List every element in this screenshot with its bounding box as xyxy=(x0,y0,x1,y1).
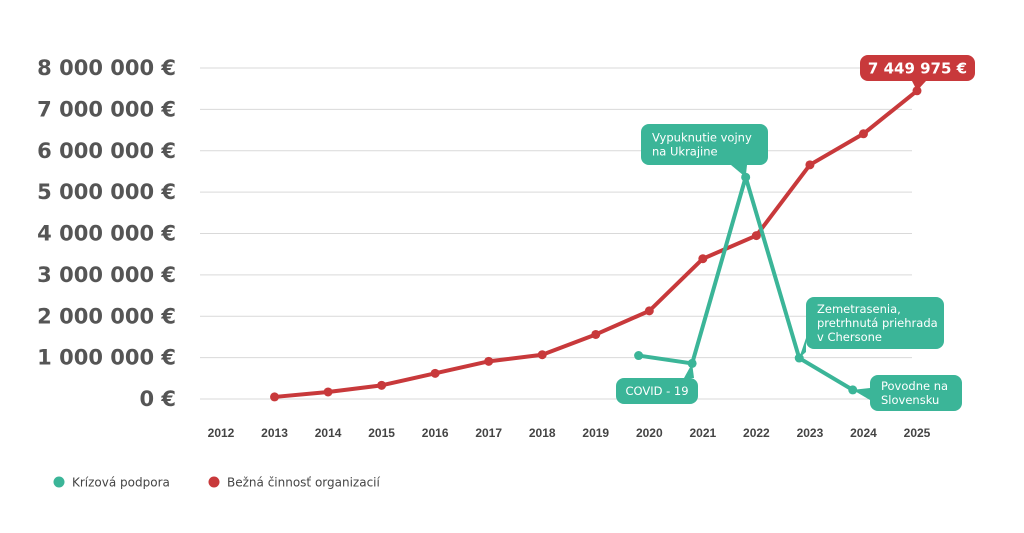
y-tick-label: 5 000 000 € xyxy=(37,180,176,204)
x-tick-label: 2014 xyxy=(315,426,342,440)
legend-label: Bežná činnosť organizacií xyxy=(227,476,381,490)
callout-box xyxy=(806,297,944,349)
legend-swatch xyxy=(208,476,220,488)
data-point xyxy=(698,254,708,264)
x-tick-label: 2018 xyxy=(529,426,556,440)
x-tick-label: 2019 xyxy=(582,426,609,440)
legend-item: Bežná činnosť organizacií xyxy=(208,476,381,490)
callout-box xyxy=(860,55,975,81)
data-point xyxy=(858,129,868,139)
data-point xyxy=(634,351,644,361)
callout-text: Vypuknutie vojny xyxy=(652,131,752,145)
callout-text: 7 449 975 € xyxy=(868,60,967,78)
y-tick-label: 4 000 000 € xyxy=(37,222,176,246)
data-point xyxy=(537,350,547,360)
callout-text: pretrhnutá priehrada xyxy=(817,316,938,330)
callout-pointer xyxy=(912,81,926,91)
annotation-covid: COVID - 19 xyxy=(616,363,698,404)
y-axis: 0 € 1 000 000 € 2 000 000 € 3 000 000 € 4 00… xyxy=(37,56,176,411)
series-layer xyxy=(270,86,922,402)
callout-text: Slovensku xyxy=(881,393,939,407)
x-tick-label: 2024 xyxy=(850,426,877,440)
y-tick-label: 6 000 000 € xyxy=(37,139,176,163)
x-tick-label: 2020 xyxy=(636,426,663,440)
x-tick-label: 2015 xyxy=(368,426,395,440)
x-tick-label: 2023 xyxy=(797,426,824,440)
data-point xyxy=(323,387,333,397)
callout-box xyxy=(641,124,768,165)
legend-item: Krízová podpora xyxy=(53,476,170,490)
annotation-last: 7 449 975 € xyxy=(860,55,975,91)
x-tick-label: 2013 xyxy=(261,426,288,440)
callout-text: Zemetrasenia, xyxy=(817,302,901,316)
y-tick-label: 2 000 000 € xyxy=(37,304,176,328)
data-point xyxy=(377,380,387,390)
callout-pointer xyxy=(731,165,747,178)
callout-pointer xyxy=(684,363,694,378)
legend-swatch xyxy=(53,476,65,488)
y-tick-label: 3 000 000 € xyxy=(37,263,176,287)
x-tick-label: 2021 xyxy=(689,426,716,440)
gridlines xyxy=(200,67,912,400)
x-tick-label: 2016 xyxy=(422,426,449,440)
callout-text: na Ukrajine xyxy=(652,145,718,159)
data-point xyxy=(270,392,280,402)
callout-text: Povodne na xyxy=(881,379,948,393)
legend: Krízová podpora Bežná činnosť organizacií xyxy=(53,476,381,490)
x-tick-label: 2012 xyxy=(208,426,235,440)
callout-box xyxy=(870,375,962,411)
callout-pointer xyxy=(799,338,806,359)
x-tick-label: 2025 xyxy=(904,426,931,440)
x-tick-label: 2017 xyxy=(475,426,502,440)
y-tick-label: 8 000 000 € xyxy=(37,56,176,80)
y-tick-label: 0 € xyxy=(139,387,176,411)
callout-text: v Chersone xyxy=(817,330,882,344)
x-tick-label: 2022 xyxy=(743,426,770,440)
y-tick-label: 1 000 000 € xyxy=(37,346,176,370)
data-point xyxy=(430,368,440,378)
data-point xyxy=(484,356,494,366)
data-point xyxy=(751,231,761,241)
y-tick-label: 7 000 000 € xyxy=(37,97,176,121)
x-axis: 2012 2013 2014 2015 2016 2017 2018 2019 2020 2021… xyxy=(208,426,931,440)
data-point xyxy=(591,329,601,339)
data-point xyxy=(805,160,815,170)
callout-box xyxy=(616,378,698,404)
callout-pointer xyxy=(852,388,870,400)
data-point xyxy=(644,306,654,316)
callout-text: COVID - 19 xyxy=(625,384,688,398)
legend-label: Krízová podpora xyxy=(72,476,170,490)
series-line xyxy=(272,88,919,399)
